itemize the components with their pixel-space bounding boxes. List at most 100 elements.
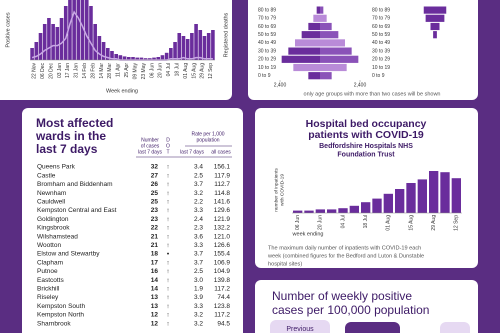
age-label: 0 to 9	[372, 73, 385, 79]
cell: 3.2	[194, 312, 203, 319]
cell: 26	[151, 181, 159, 188]
cell: 117.2	[214, 286, 230, 293]
ward-name: Sharnbrook	[37, 320, 71, 327]
table-title: last 7 days	[36, 142, 98, 156]
bar	[372, 198, 382, 213]
cell: 3.6	[194, 233, 203, 240]
bar	[429, 171, 439, 213]
cell: 17	[151, 259, 159, 266]
case-bar	[59, 18, 64, 60]
cell: 3.4	[194, 164, 203, 171]
cell: 139.8	[214, 277, 231, 284]
x-tick-label: 2,400	[354, 82, 367, 88]
cell: 25	[151, 199, 159, 206]
axis-title: Positive cases	[5, 12, 11, 47]
age-bar-right	[320, 31, 339, 39]
cell: ↑	[166, 320, 169, 327]
case-bar	[131, 57, 135, 60]
cell: 12	[151, 320, 159, 327]
case-bar	[122, 56, 127, 60]
case-bar	[30, 48, 34, 60]
chart-subtitle: Bedfordshire Hospitals NHS	[319, 143, 413, 150]
table-title: Most affected	[36, 116, 113, 130]
cell: ↑	[166, 199, 169, 206]
case-bar	[93, 24, 97, 60]
x-tick-label: 15 Aug	[408, 215, 414, 231]
x-tick-label: 04 Jul	[340, 215, 346, 228]
note: week (combined figures for the Bedford a…	[267, 253, 424, 259]
x-tick-label: 01 Aug	[183, 63, 189, 79]
cell: 25	[151, 190, 159, 197]
note: hospital sites)	[268, 261, 302, 267]
death-bar	[423, 6, 447, 14]
case-bar	[173, 42, 177, 60]
cell: 94.5	[217, 320, 230, 327]
x-tick-label: 29 Aug	[200, 63, 206, 79]
x-tick-label: 01 Aug	[386, 215, 392, 231]
button[interactable]	[440, 322, 470, 333]
case-bar	[185, 39, 190, 60]
age-label: 60 to 69	[372, 24, 390, 30]
cell: 14	[151, 286, 159, 293]
ward-name: Elstow and Stewartby	[37, 251, 100, 258]
bar	[315, 209, 325, 213]
x-tick-label: 20 Jun	[318, 215, 324, 230]
ward-name: Castle	[37, 172, 56, 179]
ward-name: Wootton	[37, 242, 61, 249]
axis-title: Week ending	[106, 88, 138, 94]
age-bar-right	[320, 14, 327, 22]
case-bar	[127, 57, 131, 60]
age-bar-left	[293, 63, 320, 72]
cell: 114.8	[214, 190, 230, 197]
cell: 117.9	[214, 172, 230, 179]
cell: 14	[151, 277, 159, 284]
age-bar-right	[320, 39, 345, 47]
cell: 22	[151, 225, 159, 232]
age-label: 20 to 29	[372, 57, 390, 63]
x-tick-label: 23 May	[141, 63, 147, 80]
card-title: cases per 100,000 population	[272, 303, 429, 317]
case-bar	[101, 42, 106, 60]
ward-name: Kingsbrook	[37, 225, 70, 232]
case-bar	[202, 36, 207, 60]
bar	[304, 210, 314, 213]
x-tick-label: 09 May	[132, 63, 138, 80]
ward-name: Kempston Central and East	[37, 207, 117, 214]
card	[255, 108, 478, 268]
case-bar	[84, 0, 89, 60]
cell: 121.9	[214, 216, 231, 223]
card	[22, 108, 243, 333]
cell: 21	[151, 242, 159, 249]
age-bar-left	[313, 14, 320, 22]
button[interactable]	[345, 322, 400, 333]
bar	[451, 178, 461, 213]
ward-name: Riseley	[37, 294, 59, 301]
axis-title: Registered deaths	[223, 12, 229, 57]
cell: 156.1	[214, 164, 231, 171]
case-bar	[47, 18, 51, 60]
cell: 3.2	[194, 320, 203, 327]
header: of cases	[141, 143, 160, 149]
age-label: 60 to 69	[258, 24, 276, 30]
x-tick-label: 17 Jan	[65, 63, 71, 78]
x-tick-label: 20 Dec	[48, 63, 54, 79]
case-bar	[169, 48, 173, 60]
axis-title: number of inpatients	[273, 168, 279, 212]
cell: 155.4	[214, 251, 231, 258]
case-bar	[114, 54, 118, 60]
chart-title: Hospital bed occupancy	[306, 118, 427, 130]
age-label: 0 to 9	[258, 73, 271, 79]
age-label: 80 to 89	[372, 7, 390, 13]
header: last 7 days	[180, 149, 204, 155]
cell: ↑	[166, 216, 169, 223]
cell: 106.9	[214, 259, 231, 266]
button[interactable]	[270, 320, 330, 333]
case-bar	[110, 51, 114, 60]
cell: 123.8	[214, 303, 231, 310]
table-title: wards in the	[35, 129, 106, 143]
age-label: 70 to 79	[372, 16, 390, 22]
ward-name: Eastcotts	[37, 277, 64, 284]
case-bar	[139, 57, 144, 60]
header: T	[166, 149, 169, 155]
